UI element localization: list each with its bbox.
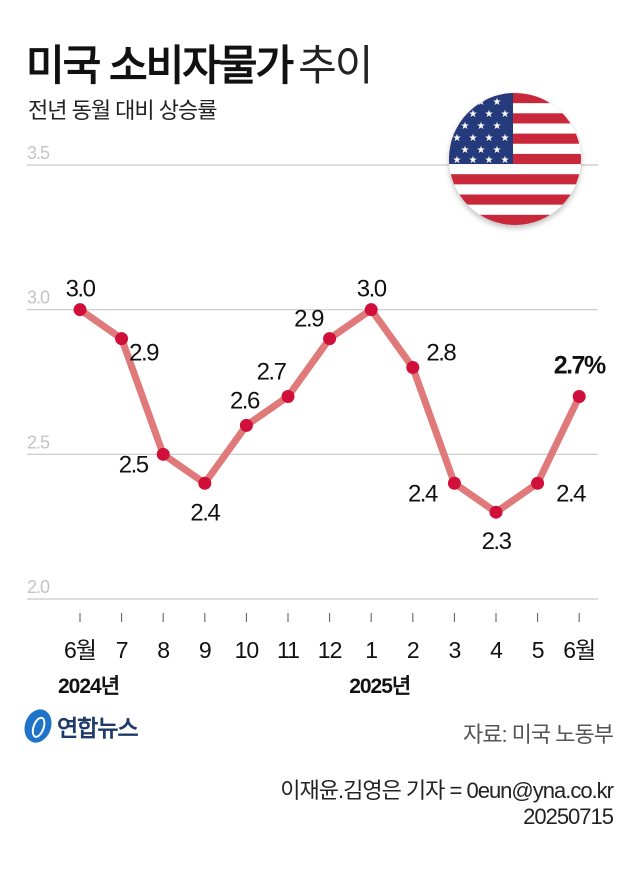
svg-text:★: ★ [485,109,494,120]
data-point [447,476,461,490]
credit-block: 이재윤.김영은 기자 = 0eun@yna.co.kr 20250715 [280,778,614,830]
data-point [281,389,295,403]
data-label: 2.9 [294,306,324,333]
data-source: 자료: 미국 노동부 [462,722,614,747]
yonhap-logo: 연합뉴스 [19,705,139,747]
y-tick-label: 2.5 [27,432,50,452]
data-label: 2.9 [129,340,159,367]
title-light: 추이 [298,42,373,89]
latest-value-label: 2.7% [554,351,606,379]
data-point [115,332,129,346]
data-label: 3.0 [357,276,387,303]
data-point [73,303,87,317]
svg-text:★: ★ [453,133,462,144]
x-tick-label: 10 [235,637,259,663]
data-point [489,505,503,519]
x-tick-label: 3 [449,637,461,663]
us-flag-icon: ★ ★ ★ ★ ★ ★ ★ ★ ★ ★ ★ ★ ★ ★ ★ ★ ★ ★ ★ ★ ★ [449,93,581,225]
x-tick-label: 6월 [563,637,595,663]
svg-text:★: ★ [493,145,502,156]
publish-date: 20250715 [523,804,614,829]
data-point [323,332,337,346]
year-label: 2025년 [349,675,410,698]
svg-text:★: ★ [501,109,510,120]
svg-text:★: ★ [461,121,470,132]
svg-text:★: ★ [493,97,502,108]
data-label: 2.4 [190,499,220,526]
data-point [198,476,212,490]
svg-text:★: ★ [469,109,478,120]
data-point [406,361,420,375]
x-tick-label: 2 [407,637,419,663]
x-tick-label: 6월 [64,637,96,663]
x-tick-label: 11 [277,637,299,663]
svg-text:★: ★ [501,155,510,166]
svg-text:★: ★ [461,145,470,156]
data-label: 3.0 [66,276,96,303]
chart-subtitle: 전년 동월 대비 상승률 [28,98,217,123]
svg-text:★: ★ [477,121,486,132]
logo-text: 연합뉴스 [57,715,139,741]
data-label: 2.8 [426,340,456,367]
svg-text:★: ★ [485,133,494,144]
x-tick-label: 7 [116,637,128,663]
data-point [572,389,586,403]
data-label: 2.3 [482,528,512,555]
data-label: 2.7 [257,358,287,385]
data-point [239,418,253,432]
x-tick-label: 12 [318,637,342,663]
reporter-credit: 이재윤.김영은 기자 = 0eun@yna.co.kr [280,778,614,803]
y-tick-label: 2.0 [27,577,50,597]
x-tick-label: 1 [365,637,377,663]
data-point [531,476,545,490]
yonhap-logo-icon [19,705,57,747]
data-point [156,447,170,461]
svg-text:★: ★ [453,155,462,166]
svg-text:★: ★ [477,145,486,156]
x-tick-label: 5 [532,637,544,663]
svg-text:★: ★ [469,133,478,144]
y-tick-label: 3.5 [27,143,50,163]
x-tick-label: 8 [157,637,169,663]
svg-text:★: ★ [485,155,494,166]
title-bold: 미국 소비자물가 [26,42,294,89]
x-tick-label: 9 [199,637,211,663]
y-tick-label: 3.0 [27,288,50,308]
data-label: 2.5 [119,451,149,478]
svg-text:★: ★ [501,133,510,144]
data-label: 2.4 [556,480,586,507]
data-label: 2.6 [230,387,260,414]
svg-text:★: ★ [477,97,486,108]
year-label: 2024년 [58,675,119,698]
x-tick-label: 4 [490,637,503,663]
svg-text:★: ★ [469,155,478,166]
data-label: 2.4 [408,480,438,507]
svg-text:★: ★ [493,121,502,132]
data-point [364,303,378,317]
chart-title: 미국 소비자물가 추이 [26,32,373,93]
